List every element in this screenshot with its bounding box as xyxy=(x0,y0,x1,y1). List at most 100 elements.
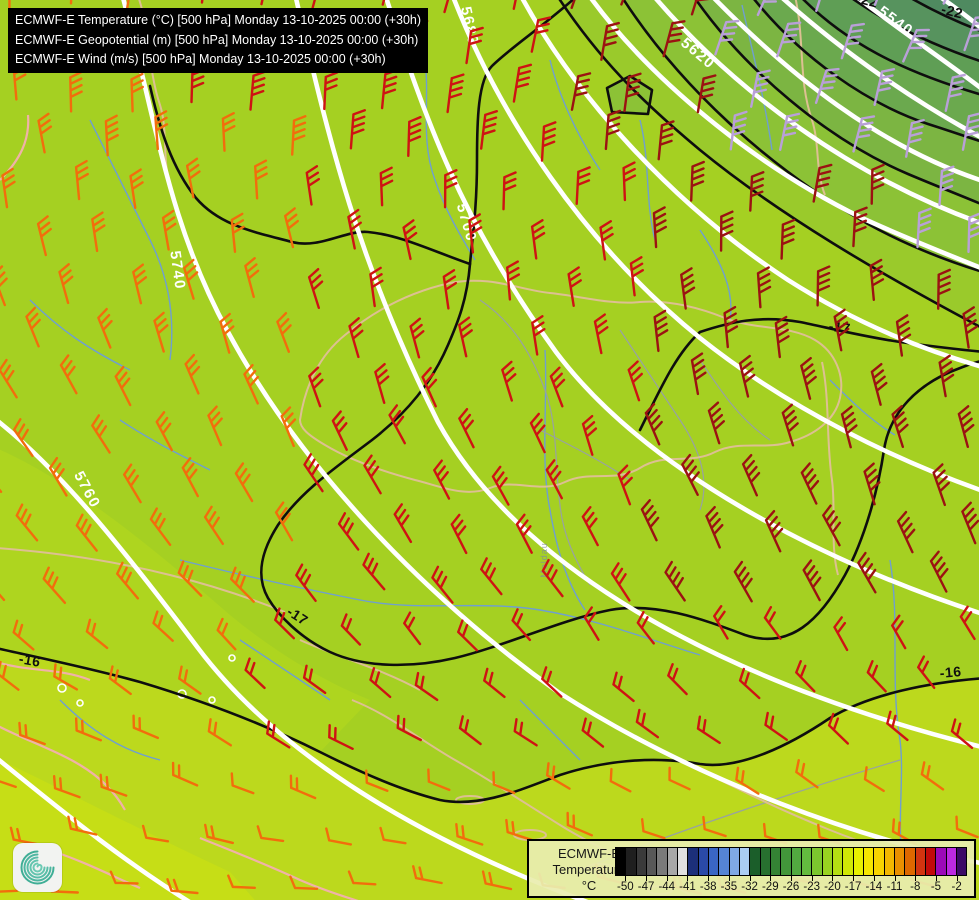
wind-barb xyxy=(636,610,655,645)
wind-barb xyxy=(814,67,840,105)
wind-barb xyxy=(680,267,696,310)
wind-barb xyxy=(530,16,552,53)
wind-barb xyxy=(733,560,753,603)
colorbar-cell xyxy=(707,847,719,876)
wind-barb xyxy=(302,664,327,695)
wind-barb xyxy=(266,720,291,749)
colorbar-cell xyxy=(625,847,636,876)
geo-contour-5740 xyxy=(121,0,979,865)
wind-barb xyxy=(812,163,833,203)
colorbar-tick-label: -26 xyxy=(782,881,800,893)
wind-barb xyxy=(540,121,557,162)
wind-barb xyxy=(657,120,675,161)
wind-barb xyxy=(407,115,422,158)
wind-barb xyxy=(0,879,19,894)
wind-barb xyxy=(59,354,78,395)
wind-barb xyxy=(348,317,364,359)
wind-barb xyxy=(902,28,931,63)
wind-barb xyxy=(340,613,362,646)
colorbar-tick xyxy=(666,876,668,881)
wind-barb xyxy=(502,171,517,211)
wind-barb xyxy=(635,708,660,739)
colorbar-tick xyxy=(811,876,813,881)
colorbar-cell xyxy=(893,847,905,876)
wind-barb xyxy=(328,724,354,750)
colorbar-cell xyxy=(615,847,626,876)
wind-barb xyxy=(295,563,317,602)
wind-barb xyxy=(920,761,945,791)
admin-line xyxy=(479,299,591,586)
temperature-label: -16 xyxy=(18,650,42,670)
wind-barb xyxy=(254,159,268,200)
colorbar-tick xyxy=(728,876,730,881)
title-line-geopotential: ECMWF-E Geopotential (m) [500 hPa] Monda… xyxy=(15,32,419,47)
temp-contour-closed xyxy=(605,74,654,116)
wind-barb xyxy=(427,768,451,792)
wind-barb xyxy=(610,562,631,602)
wind-barb xyxy=(123,463,142,504)
wind-barb xyxy=(827,712,849,745)
colorbar-cell xyxy=(831,847,843,876)
colorbar-tick-label: -8 xyxy=(910,881,921,893)
coast-line xyxy=(199,836,359,900)
wind-barb xyxy=(729,110,748,151)
wind-barb xyxy=(955,815,979,839)
wind-barb xyxy=(779,112,801,152)
wind-barb xyxy=(492,771,516,795)
colorbar-cell xyxy=(883,847,894,876)
legend-parameter: Temperature xyxy=(552,862,626,877)
wind-barb xyxy=(455,822,484,846)
wind-barb xyxy=(512,63,533,103)
wind-barb xyxy=(458,316,473,358)
colorbar-tick-label: -20 xyxy=(824,881,841,893)
wind-barb xyxy=(337,512,360,551)
colorbar-tick xyxy=(873,876,875,881)
wind-barb xyxy=(781,403,799,447)
wind-barb xyxy=(957,405,975,448)
wind-barb xyxy=(800,356,817,400)
shade-band xyxy=(0,648,979,900)
rivers xyxy=(29,4,906,881)
colorbar-cell xyxy=(873,847,884,876)
wind-barb xyxy=(421,366,438,408)
wind-barb xyxy=(962,306,978,349)
colorbar-cell xyxy=(635,847,646,876)
wind-barb xyxy=(227,874,257,889)
wind-barb xyxy=(662,20,686,58)
wind-barb xyxy=(530,219,546,260)
wind-barb xyxy=(396,714,422,742)
wind-barb xyxy=(365,769,389,792)
spiral-logo-icon xyxy=(20,850,55,885)
wind-barb xyxy=(149,507,172,546)
wind-barb xyxy=(274,501,294,542)
wind-barb xyxy=(468,213,483,254)
wind-barb xyxy=(234,462,254,503)
wind-barb xyxy=(369,667,392,699)
wind-barb xyxy=(48,456,68,497)
river xyxy=(89,119,173,361)
wind-barb xyxy=(75,513,98,552)
wind-barb xyxy=(863,462,881,506)
wind-barb xyxy=(612,671,635,703)
lake xyxy=(57,683,67,693)
colorbar-cell xyxy=(790,847,801,876)
border-line xyxy=(299,639,421,691)
colorbar-tick xyxy=(956,876,958,881)
wind-barb xyxy=(347,208,362,250)
wind-barb xyxy=(891,614,907,650)
colorbar-tick-label: -41 xyxy=(679,881,696,893)
wind-barb xyxy=(873,68,896,107)
wind-barb xyxy=(249,70,267,111)
wind-barb xyxy=(12,418,34,458)
wind-barb xyxy=(1,167,16,209)
river xyxy=(519,699,581,761)
wind-barb xyxy=(303,453,324,493)
wind-barb xyxy=(207,718,233,747)
wind-barb xyxy=(668,766,691,791)
wind-barb xyxy=(52,774,81,799)
wind-barb xyxy=(480,110,499,150)
colorbar-tick-label: -44 xyxy=(658,881,676,893)
lake xyxy=(76,699,84,707)
colorbar-cell xyxy=(738,847,750,876)
wind-barb xyxy=(130,72,144,113)
